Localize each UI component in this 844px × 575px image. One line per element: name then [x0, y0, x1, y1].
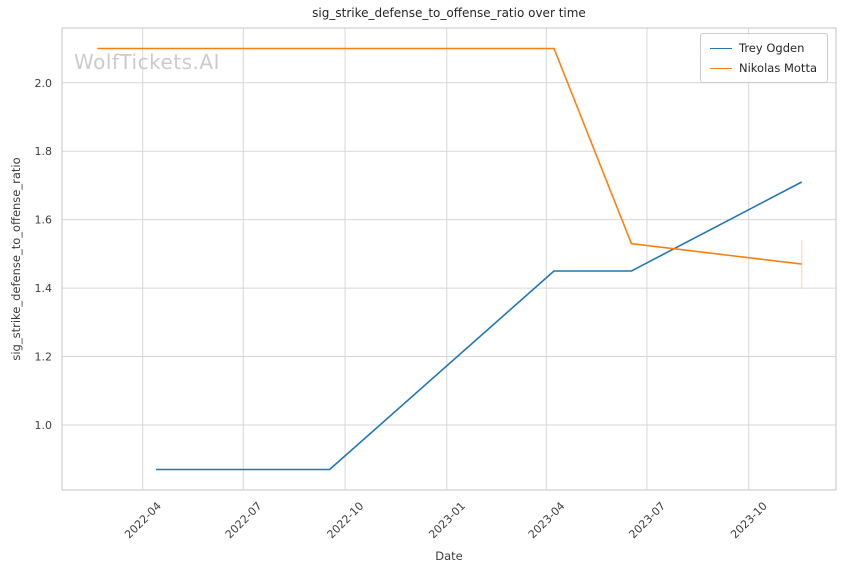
chart-title: sig_strike_defense_to_offense_ratio over… — [312, 6, 586, 20]
legend-label: Trey Ogden — [739, 41, 805, 55]
x-axis-label: Date — [435, 549, 463, 563]
y-tick-label: 2.0 — [35, 77, 53, 90]
x-tick-label: 2022-04 — [122, 500, 164, 542]
legend-label: Nikolas Motta — [739, 61, 817, 75]
x-tick-label: 2023-04 — [526, 500, 568, 542]
legend-item-nikolas-motta: Nikolas Motta — [710, 61, 817, 75]
legend-line-swatch — [710, 67, 732, 69]
y-tick-label: 1.4 — [35, 282, 53, 295]
x-tick-label: 2023-07 — [626, 500, 668, 542]
x-tick-label: 2022-10 — [325, 500, 367, 542]
x-tick-label: 2023-01 — [426, 500, 468, 542]
legend: Trey Ogden Nikolas Motta — [700, 33, 828, 83]
y-tick-label: 1.8 — [35, 145, 53, 158]
y-tick-label: 1.2 — [35, 351, 53, 364]
x-tick-label: 2022-07 — [223, 500, 265, 542]
y-tick-label: 1.0 — [35, 419, 53, 432]
watermark-wolftickets: WolfTickets.AI — [74, 50, 220, 74]
series-line-trey-ogden — [156, 181, 803, 471]
y-tick-label: 1.6 — [35, 214, 53, 227]
series-line-nikolas-motta — [97, 47, 802, 265]
x-tick-label: 2023-10 — [728, 500, 770, 542]
y-axis-label: sig_strike_defense_to_offense_ratio — [9, 157, 23, 361]
plot-border — [61, 27, 837, 491]
legend-line-swatch — [710, 47, 732, 49]
legend-item-trey-ogden: Trey Ogden — [710, 41, 817, 55]
